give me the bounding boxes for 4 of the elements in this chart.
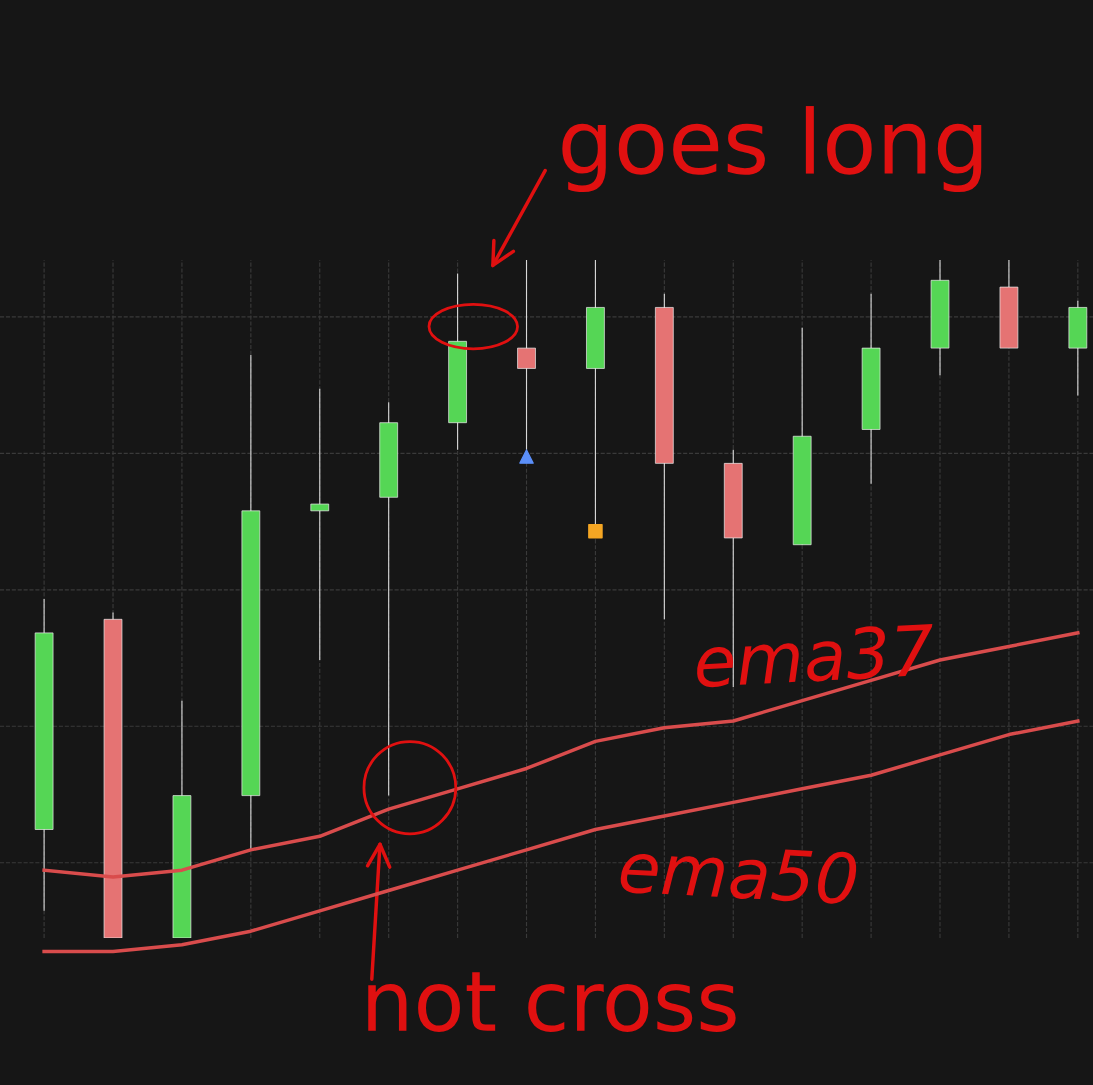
text: goes long: [562, 106, 982, 193]
series-label: ema50: [619, 840, 858, 905]
series-label: ema37: [695, 623, 936, 688]
text: not cross: [368, 972, 736, 1032]
